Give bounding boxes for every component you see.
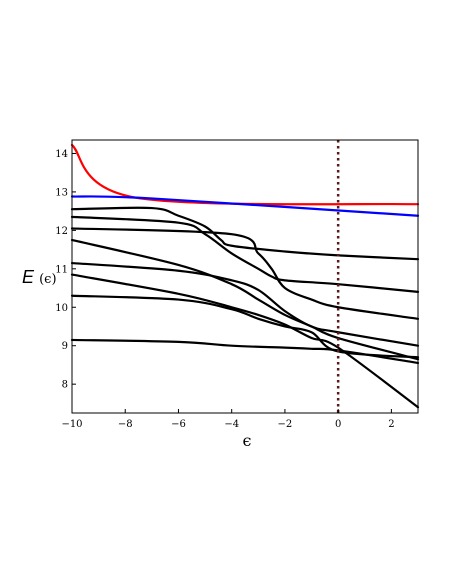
y-tick-label: 8: [62, 380, 68, 391]
series-line-4: [70, 215, 420, 293]
series-line-5: [70, 227, 420, 320]
x-tick-label: 0: [335, 419, 341, 430]
y-tick-label: 14: [55, 149, 68, 160]
series-line-10: [70, 338, 420, 365]
y-tick-label: 13: [55, 187, 68, 198]
series-layer: [70, 143, 420, 409]
y-tick-label: 9: [62, 341, 68, 352]
y-axis-label: E (ϵ): [22, 267, 57, 287]
y-tick-label: 11: [55, 264, 68, 275]
y-tick-label: 12: [55, 226, 68, 237]
x-tick-label: −4: [224, 419, 239, 430]
plot-frame: [71, 139, 419, 414]
x-tick-label: −10: [61, 419, 82, 430]
x-tick-label: −8: [118, 419, 133, 430]
series-line-9: [70, 294, 420, 359]
y-axis-label-main: E: [22, 267, 35, 287]
series-line-1: [70, 143, 420, 206]
y-tick-label: 10: [55, 303, 68, 314]
series-line-3: [70, 206, 420, 261]
x-tick-label: 2: [388, 419, 394, 430]
ticks-layer: −10 −8 −6 −4 −2 0 2 8 9 10 11 12 13 14: [55, 149, 394, 430]
y-axis-label-arg: (ϵ): [39, 272, 56, 287]
x-tick-label: −2: [278, 419, 293, 430]
x-tick-label: −6: [171, 419, 186, 430]
series-line-8: [70, 273, 420, 409]
series-line-7: [70, 261, 420, 347]
x-axis-label: ϵ: [243, 431, 252, 450]
series-line-2: [70, 195, 420, 217]
